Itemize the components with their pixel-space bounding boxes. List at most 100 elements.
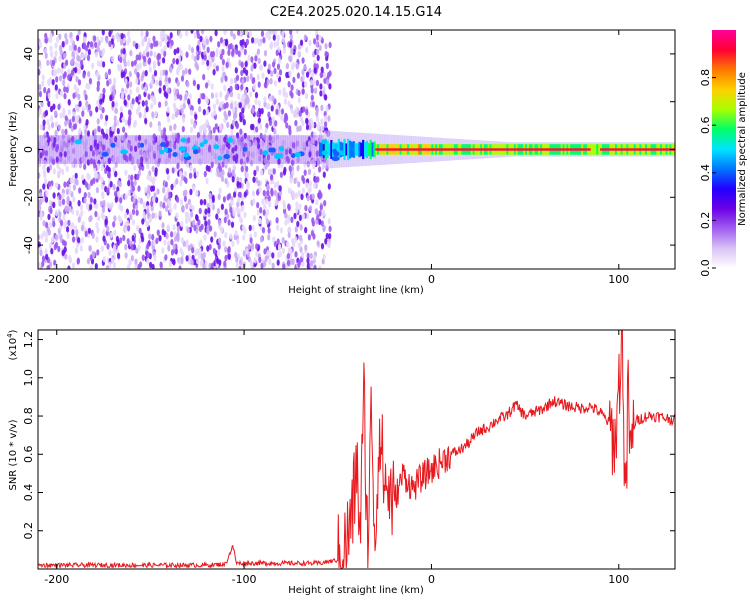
spectrogram-noise-cell — [80, 138, 84, 145]
spectrogram-noise-cell — [71, 222, 75, 229]
spectrogram-noise-cell — [176, 162, 180, 169]
spectrogram-noise-cell — [221, 58, 225, 66]
spectrogram-noise-cell — [199, 260, 203, 267]
spectrogram-band-halo — [224, 135, 228, 164]
spectrogram-noise-cell — [202, 252, 206, 259]
spectrogram-noise-cell — [68, 122, 72, 129]
spectrogram-noise-cell — [187, 145, 191, 152]
spectrogram-noise-cell — [124, 244, 128, 251]
spectrogram-noise-cell — [91, 232, 95, 239]
spectrogram-noise-cell — [200, 223, 204, 231]
spectrogram-noise-cell — [298, 110, 302, 117]
spectrogram-noise-cell — [173, 94, 177, 102]
spectrogram-noise-cell — [227, 246, 231, 253]
spectrogram-noise-cell — [291, 61, 295, 69]
spectrogram-noise-cell — [212, 127, 216, 134]
spectrogram-noise-cell — [89, 145, 93, 152]
spectrogram-noise-cell — [55, 146, 59, 153]
spectrogram-noise-cell — [315, 41, 319, 48]
spectrogram-noise-cell — [199, 199, 203, 206]
spectrogram-noise-cell — [136, 173, 140, 181]
spectrogram-noise-cell — [166, 224, 170, 231]
spectrogram-noise-cell — [199, 239, 203, 246]
spectrogram-noise-cell — [241, 224, 246, 231]
spectrogram-noise-cell — [229, 233, 233, 240]
spectrogram-noise-cell — [289, 55, 293, 63]
spectrogram-noise-cell — [86, 54, 91, 62]
spectrogram-noise-cell — [306, 71, 310, 78]
spectrogram-noise-cell — [55, 76, 59, 83]
spectrogram-band-cell — [335, 142, 339, 157]
snr-y-axis-label: SNR (10 * v/v) — [8, 419, 19, 490]
spectrogram-noise-cell — [185, 161, 189, 168]
spectrogram-noise-cell — [60, 67, 64, 75]
spectrogram-noise-cell — [302, 141, 306, 149]
spectrogram-noise-cell — [120, 93, 124, 101]
spectrogram-noise-cell — [289, 33, 293, 40]
spectrogram-noise-cell — [78, 187, 82, 194]
spectrogram-noise-cell — [67, 68, 71, 75]
spectrogram-noise-cell — [44, 236, 48, 243]
spectrogram-noise-cell — [124, 119, 128, 126]
spectrogram-noise-cell — [44, 150, 49, 157]
spectrogram-noise-cell — [254, 91, 259, 99]
spectrogram-noise-cell — [181, 69, 186, 77]
spectrogram-noise-cell — [292, 76, 296, 84]
spectrogram-noise-cell — [270, 70, 274, 77]
spectrogram-noise-cell — [183, 175, 187, 183]
spectrogram-noise-cell — [231, 176, 235, 183]
spectrogram-noise-cell — [296, 220, 300, 228]
spectrogram-noise-cell — [77, 93, 81, 101]
spectrogram-noise-cell — [305, 182, 309, 189]
spectrogram-noise-cell — [190, 46, 195, 54]
spectrogram-noise-cell — [183, 195, 187, 202]
spectrogram-noise-cell — [192, 79, 196, 87]
spectrogram-noise-cell — [194, 113, 198, 121]
spectrogram-noise-cell — [66, 195, 70, 203]
spectrogram-noise-cell — [149, 50, 153, 57]
spectrogram-noise-cell — [54, 121, 59, 128]
spectrogram-noise-cell — [290, 47, 294, 55]
spectrogram-noise-cell — [140, 30, 144, 38]
spectrogram-noise-cell — [266, 184, 270, 191]
spectrogram-noise-cell — [57, 103, 61, 111]
spectrogram-noise-cell — [120, 32, 124, 40]
spectrogram-band-halo — [127, 135, 131, 164]
spectrogram-noise-cell — [255, 165, 259, 172]
spectrogram-band-halo — [186, 135, 189, 164]
spectrogram-noise-cell — [270, 174, 274, 181]
spectrogram-noise-cell — [70, 37, 74, 44]
spectrogram-noise-cell — [306, 212, 310, 220]
spectrogram-noise-cell — [58, 75, 63, 82]
spectrogram-noise-cell — [168, 260, 172, 268]
spectrogram-noise-cell — [146, 251, 150, 258]
spectrogram-noise-cell — [105, 37, 109, 44]
spectrogram-band-halo — [94, 135, 97, 164]
spectrogram-noise-cell — [127, 174, 131, 181]
spectrogram-noise-cell — [155, 196, 159, 204]
spectrogram-noise-cell — [271, 252, 275, 259]
spectrogram-noise-cell — [87, 104, 91, 111]
spectrogram-noise-cell — [316, 240, 320, 247]
spectrogram-noise-cell — [136, 158, 140, 166]
spectrogram-noise-cell — [71, 136, 75, 143]
spectrogram-noise-cell — [187, 136, 191, 144]
spectrogram-noise-cell — [241, 194, 245, 202]
spectrogram-noise-cell — [158, 87, 162, 94]
spectrogram-noise-cell — [295, 106, 299, 114]
spectrogram-noise-cell — [201, 58, 205, 66]
spectrogram-noise-cell — [210, 149, 214, 156]
spectrogram-band-halo — [211, 135, 214, 164]
spectrogram-noise-cell — [253, 62, 257, 69]
spectrogram-noise-cell — [261, 140, 265, 147]
spectrogram-noise-cell — [276, 224, 280, 231]
spectrogram-noise-cell — [215, 50, 219, 57]
spectrogram-noise-cell — [222, 196, 226, 203]
colorbar-tick-label: 0.4 — [699, 164, 712, 182]
spectrogram-noise-cell — [262, 37, 266, 44]
spectrogram-noise-cell — [227, 110, 231, 117]
spectrogram-noise-cell — [276, 259, 280, 266]
spectrogram-noise-cell — [290, 107, 294, 114]
spectrogram-signal-blob — [183, 152, 189, 158]
spectrogram-noise-cell — [101, 30, 105, 36]
